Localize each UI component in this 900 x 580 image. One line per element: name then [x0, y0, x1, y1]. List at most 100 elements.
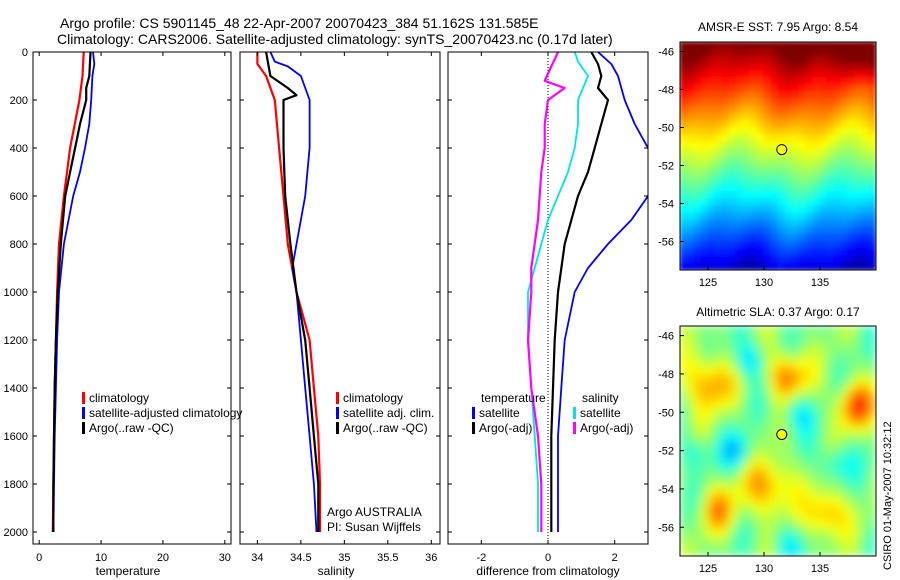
- sstCells-cell: [742, 77, 751, 86]
- slaCells-cell: [826, 505, 835, 514]
- slaCells-cell: [721, 368, 730, 377]
- slaCells-cell: [826, 490, 835, 499]
- slaCells-cell: [700, 375, 709, 384]
- sstCells-cell: [861, 226, 870, 235]
- slaCells-cell: [861, 519, 870, 528]
- slaCells-cell: [742, 526, 751, 535]
- sstCells-cell: [819, 77, 828, 86]
- slaCells-cell: [763, 519, 772, 528]
- sstCells-cell: [728, 176, 737, 185]
- slaCells-cell: [784, 454, 793, 464]
- slaCells-cell: [714, 505, 723, 514]
- slaCells-cell: [763, 512, 772, 521]
- slaCells-cell: [777, 332, 786, 341]
- sstCells-cell: [847, 77, 856, 86]
- sstCells-cell: [700, 169, 709, 178]
- slaCells-cell: [854, 347, 863, 356]
- sstCells-cell: [826, 98, 835, 107]
- slaCells-cell: [819, 433, 828, 442]
- slaCells-cell: [868, 404, 876, 413]
- slaCells-cell: [763, 440, 772, 449]
- slaCells-cell: [700, 462, 709, 471]
- sstCells-cell: [777, 105, 786, 114]
- difference-xtick-label-2: 2: [612, 552, 618, 564]
- slaCells-cell: [798, 418, 807, 428]
- slaCells-cell: [847, 354, 856, 363]
- sstCells-cell: [700, 55, 709, 64]
- slaCells-cell: [840, 411, 849, 420]
- slaCells-cell: [756, 426, 765, 435]
- sstCells-cell: [721, 162, 730, 171]
- slaCells-cell: [861, 390, 870, 399]
- slaCells-cell: [721, 326, 730, 334]
- sstCells-cell: [728, 226, 737, 235]
- slaCells-cell: [714, 411, 723, 420]
- sstCells-cell: [861, 48, 870, 57]
- sstCells-cell: [847, 48, 856, 57]
- slaCells-cell: [805, 418, 814, 428]
- slaCells-cell: [868, 347, 876, 356]
- sstCells-cell: [868, 241, 876, 250]
- sstCells-cell: [868, 248, 876, 257]
- salinity-series: [256, 52, 322, 533]
- sstCells-cell: [784, 219, 793, 228]
- slaCells-cell: [812, 526, 821, 535]
- slaCells-cell: [861, 469, 870, 478]
- slaCells-cell: [777, 454, 786, 464]
- sstCells-cell: [805, 70, 814, 79]
- sstCells-cell: [854, 184, 863, 193]
- slaCells-cell: [735, 433, 744, 442]
- slaCells-cell: [680, 454, 688, 464]
- difference-legend-right-1-label: Argo(-adj): [580, 421, 633, 435]
- sstCells-cell: [840, 191, 849, 200]
- sstCells-cell: [861, 241, 870, 250]
- slaCells-cell: [854, 454, 863, 464]
- sstCells-cell: [693, 233, 702, 242]
- slaCells-cell: [714, 383, 723, 392]
- sstCells-cell: [686, 198, 695, 207]
- slaCells-cell: [686, 404, 695, 413]
- slaCells-cell: [819, 375, 828, 384]
- sstCells-cell: [756, 42, 765, 50]
- figure-title-line2: Climatology: CARS2006. Satellite-adjuste…: [57, 31, 613, 47]
- sstCells-cell: [700, 70, 709, 79]
- sstCells-cell: [721, 233, 730, 242]
- slaCells-cell: [680, 354, 688, 363]
- sstCells-cell: [861, 262, 870, 270]
- sstCells-cell: [805, 212, 814, 221]
- slaCells-cell: [812, 354, 821, 363]
- slaCells-cell: [847, 383, 856, 392]
- sstCells-cell: [805, 91, 814, 100]
- sstCells-cell: [833, 42, 842, 50]
- difference-legend-title-right: salinity: [582, 391, 619, 405]
- sla-map-frame: [679, 325, 877, 557]
- slaCells-cell: [847, 433, 856, 442]
- slaCells-cell: [819, 548, 828, 556]
- slaCells-cell: [686, 339, 695, 349]
- slaCells-cell: [742, 498, 751, 507]
- slaCells-cell: [693, 541, 702, 550]
- slaCells-cell: [763, 426, 772, 435]
- sstCells-cell: [756, 155, 765, 164]
- slaCells-cell: [680, 483, 688, 492]
- sstCells-cell: [735, 155, 744, 164]
- sstCells-cell: [798, 198, 807, 207]
- slaCells-cell: [826, 526, 835, 535]
- sstCells-cell: [826, 91, 835, 100]
- slaCells-cell: [826, 440, 835, 449]
- difference-series: [526, 52, 648, 532]
- slaCells-cell: [868, 505, 876, 514]
- slaCells-cell: [861, 418, 870, 428]
- slaCells-cell: [868, 483, 876, 492]
- sstCells-cell: [805, 148, 814, 157]
- sstCells-cell: [700, 148, 709, 157]
- sstCells-cell: [784, 77, 793, 86]
- slaCells-cell: [805, 361, 814, 370]
- slaCells-cell: [735, 397, 744, 406]
- slaCells-cell: [728, 462, 737, 471]
- sstCells-cell: [805, 141, 814, 150]
- sstCells-cell: [868, 262, 876, 270]
- sstCells-cell: [680, 191, 688, 200]
- sstCells-cell: [693, 127, 702, 136]
- sstCells-cell: [756, 55, 765, 64]
